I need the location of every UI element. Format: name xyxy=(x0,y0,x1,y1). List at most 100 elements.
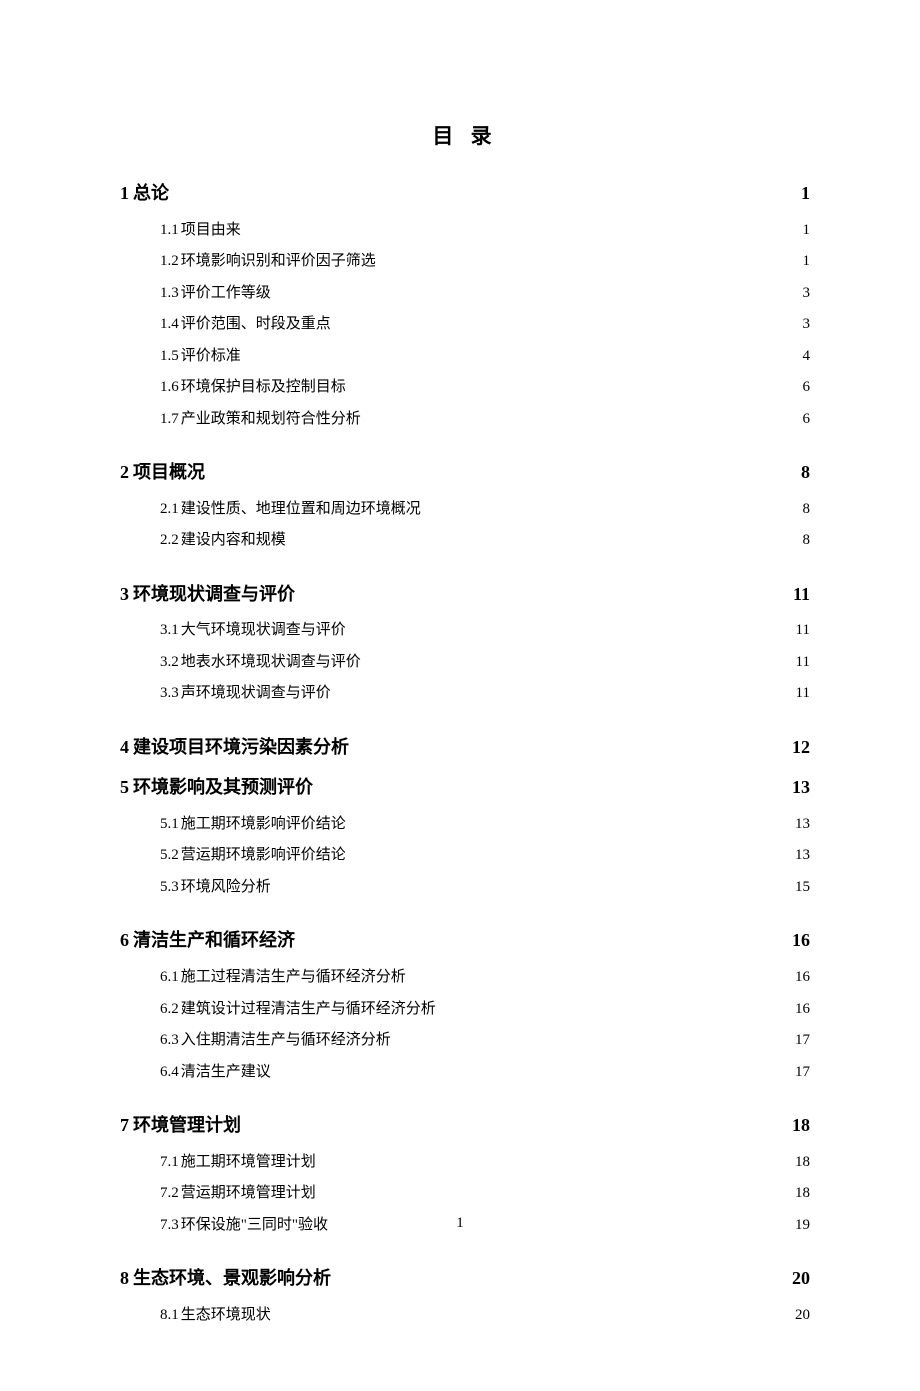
toc-entry-level2: 1.2环境影响识别和评价因子筛选1 xyxy=(160,246,810,278)
toc-entry-number: 1.4 xyxy=(160,309,179,341)
toc-entry-text: 施工期环境影响评价结论 xyxy=(181,809,346,841)
toc-entry-page: 16 xyxy=(795,994,810,1026)
toc-entry-page: 13 xyxy=(795,809,810,841)
toc-entry-number: 1.7 xyxy=(160,404,179,436)
toc-entry-level2: 6.4 清洁生产建议17 xyxy=(160,1057,810,1089)
toc-entry-level2: 7.1 施工期环境管理计划 18 xyxy=(160,1147,810,1179)
toc-entry-level1: 5环境影响及其预测评价13 xyxy=(120,772,810,803)
toc-entry-page: 18 xyxy=(795,1178,810,1210)
toc-entry-number: 5.3 xyxy=(160,872,179,904)
toc-entry-number: 1.2 xyxy=(160,246,179,278)
toc-entry-page: 11 xyxy=(796,678,810,710)
toc-entry-text: 建筑设计过程清洁生产与循环经济分析 xyxy=(181,994,436,1026)
toc-entry-level2: 1.1 项目由来 1 xyxy=(160,215,810,247)
toc-entry-number: 2 xyxy=(120,457,129,488)
toc-entry-page: 20 xyxy=(795,1300,810,1332)
toc-entry-number: 5.1 xyxy=(160,809,179,841)
toc-entry-page: 18 xyxy=(795,1147,810,1179)
page-number-footer: 1 xyxy=(0,1215,920,1232)
toc-entry-number: 1.3 xyxy=(160,278,179,310)
toc-entry-number: 8.1 xyxy=(160,1300,179,1332)
toc-entry-text: 项目概况 xyxy=(133,457,205,488)
toc-entry-page: 1 xyxy=(801,178,810,209)
toc-entry-number: 2.1 xyxy=(160,494,179,526)
toc-entry-page: 18 xyxy=(792,1110,810,1141)
toc-entry-text: 评价工作等级 xyxy=(181,278,271,310)
toc-entry-page: 16 xyxy=(792,925,810,956)
toc-entry-page: 3 xyxy=(803,309,811,341)
toc-entry-text: 环境现状调查与评价 xyxy=(133,579,295,610)
toc-entry-text: 地表水环境现状调查与评价 xyxy=(181,647,361,679)
toc-entry-text: 建设项目环境污染因素分析 xyxy=(133,732,349,763)
toc-entry-page: 11 xyxy=(796,647,810,679)
toc-entry-number: 7.2 xyxy=(160,1178,179,1210)
toc-entry-number: 2.2 xyxy=(160,525,179,557)
toc-entry-text: 环境风险分析 xyxy=(181,872,271,904)
toc-entry-page: 20 xyxy=(792,1263,810,1294)
toc-entry-level2: 5.1施工期环境影响评价结论 13 xyxy=(160,809,810,841)
toc-entry-number: 6.1 xyxy=(160,962,179,994)
toc-entry-level2: 8.1 生态环境现状 20 xyxy=(160,1300,810,1332)
toc-entry-page: 13 xyxy=(795,840,810,872)
toc-entry-number: 3.3 xyxy=(160,678,179,710)
toc-entry-level2: 5.2 营运期环境影响评价结论13 xyxy=(160,840,810,872)
toc-entry-number: 3 xyxy=(120,579,129,610)
toc-entry-level1: 7环境管理计划 18 xyxy=(120,1110,810,1141)
toc-entry-text: 大气环境现状调查与评价 xyxy=(181,615,346,647)
toc-entry-number: 1.1 xyxy=(160,215,179,247)
toc-entry-number: 1.5 xyxy=(160,341,179,373)
toc-entry-page: 11 xyxy=(796,615,810,647)
toc-entry-text: 清洁生产建议 xyxy=(181,1057,271,1089)
toc-entry-level2: 6.3 入住期清洁生产与循环经济分析17 xyxy=(160,1025,810,1057)
toc-entry-level2: 6.2 建筑设计过程清洁生产与循环经济分析 16 xyxy=(160,994,810,1026)
toc-entry-page: 8 xyxy=(803,525,811,557)
toc-entry-number: 1 xyxy=(120,178,129,209)
toc-entry-text: 总论 xyxy=(133,178,169,209)
toc-entry-text: 入住期清洁生产与循环经济分析 xyxy=(181,1025,391,1057)
toc-entry-level1: 6清洁生产和循环经济16 xyxy=(120,925,810,956)
toc-entry-text: 项目由来 xyxy=(181,215,241,247)
toc-entry-level2: 1.7 产业政策和规划符合性分析 6 xyxy=(160,404,810,436)
toc-entry-page: 3 xyxy=(803,278,811,310)
toc-entry-text: 评价范围、时段及重点 xyxy=(181,309,331,341)
toc-entry-text: 评价标准 xyxy=(181,341,241,373)
toc-entry-page: 6 xyxy=(803,372,811,404)
toc-entry-text: 环境管理计划 xyxy=(133,1110,241,1141)
toc-entry-number: 5 xyxy=(120,772,129,803)
toc-entry-number: 1.6 xyxy=(160,372,179,404)
toc-entry-number: 5.2 xyxy=(160,840,179,872)
toc-entry-text: 生态环境现状 xyxy=(181,1300,271,1332)
toc-entry-level2: 3.3 声环境现状调查与评价 11 xyxy=(160,678,810,710)
toc-entry-number: 6.3 xyxy=(160,1025,179,1057)
toc-entry-page: 12 xyxy=(792,732,810,763)
toc-entry-level1: 3环境现状调查与评价11 xyxy=(120,579,810,610)
toc-entry-level2: 3.2 地表水环境现状调查与评价11 xyxy=(160,647,810,679)
toc-entry-page: 8 xyxy=(801,457,810,488)
toc-entry-text: 施工过程清洁生产与循环经济分析 xyxy=(181,962,406,994)
toc-entry-level2: 3.1 大气环境现状调查与评价11 xyxy=(160,615,810,647)
toc-entry-level2: 1.5 评价标准4 xyxy=(160,341,810,373)
toc-entry-text: 营运期环境管理计划 xyxy=(181,1178,316,1210)
toc-entry-number: 7.1 xyxy=(160,1147,179,1179)
toc-entry-text: 清洁生产和循环经济 xyxy=(133,925,295,956)
toc-entry-page: 16 xyxy=(795,962,810,994)
toc-entry-level2: 1.6 环境保护目标及控制目标 6 xyxy=(160,372,810,404)
toc-entry-text: 声环境现状调查与评价 xyxy=(181,678,331,710)
toc-entry-text: 产业政策和规划符合性分析 xyxy=(181,404,361,436)
toc-entry-number: 7 xyxy=(120,1110,129,1141)
toc-entry-text: 环境保护目标及控制目标 xyxy=(181,372,346,404)
toc-entry-level1: 1总论1 xyxy=(120,178,810,209)
toc-entry-text: 环境影响识别和评价因子筛选 xyxy=(181,246,376,278)
toc-entry-text: 建设内容和规模 xyxy=(181,525,286,557)
toc-entry-text: 施工期环境管理计划 xyxy=(181,1147,316,1179)
toc-entry-page: 6 xyxy=(803,404,811,436)
toc-entry-page: 13 xyxy=(792,772,810,803)
toc-entry-number: 6.2 xyxy=(160,994,179,1026)
toc-entry-level2: 1.4 评价范围、时段及重点 3 xyxy=(160,309,810,341)
toc-entry-number: 8 xyxy=(120,1263,129,1294)
toc-entry-level1: 8生态环境、景观影响分析 20 xyxy=(120,1263,810,1294)
toc-entry-page: 1 xyxy=(803,215,811,247)
toc-entry-number: 6.4 xyxy=(160,1057,179,1089)
toc-entry-level2: 1.3 评价工作等级 3 xyxy=(160,278,810,310)
toc-entry-text: 生态环境、景观影响分析 xyxy=(133,1263,331,1294)
